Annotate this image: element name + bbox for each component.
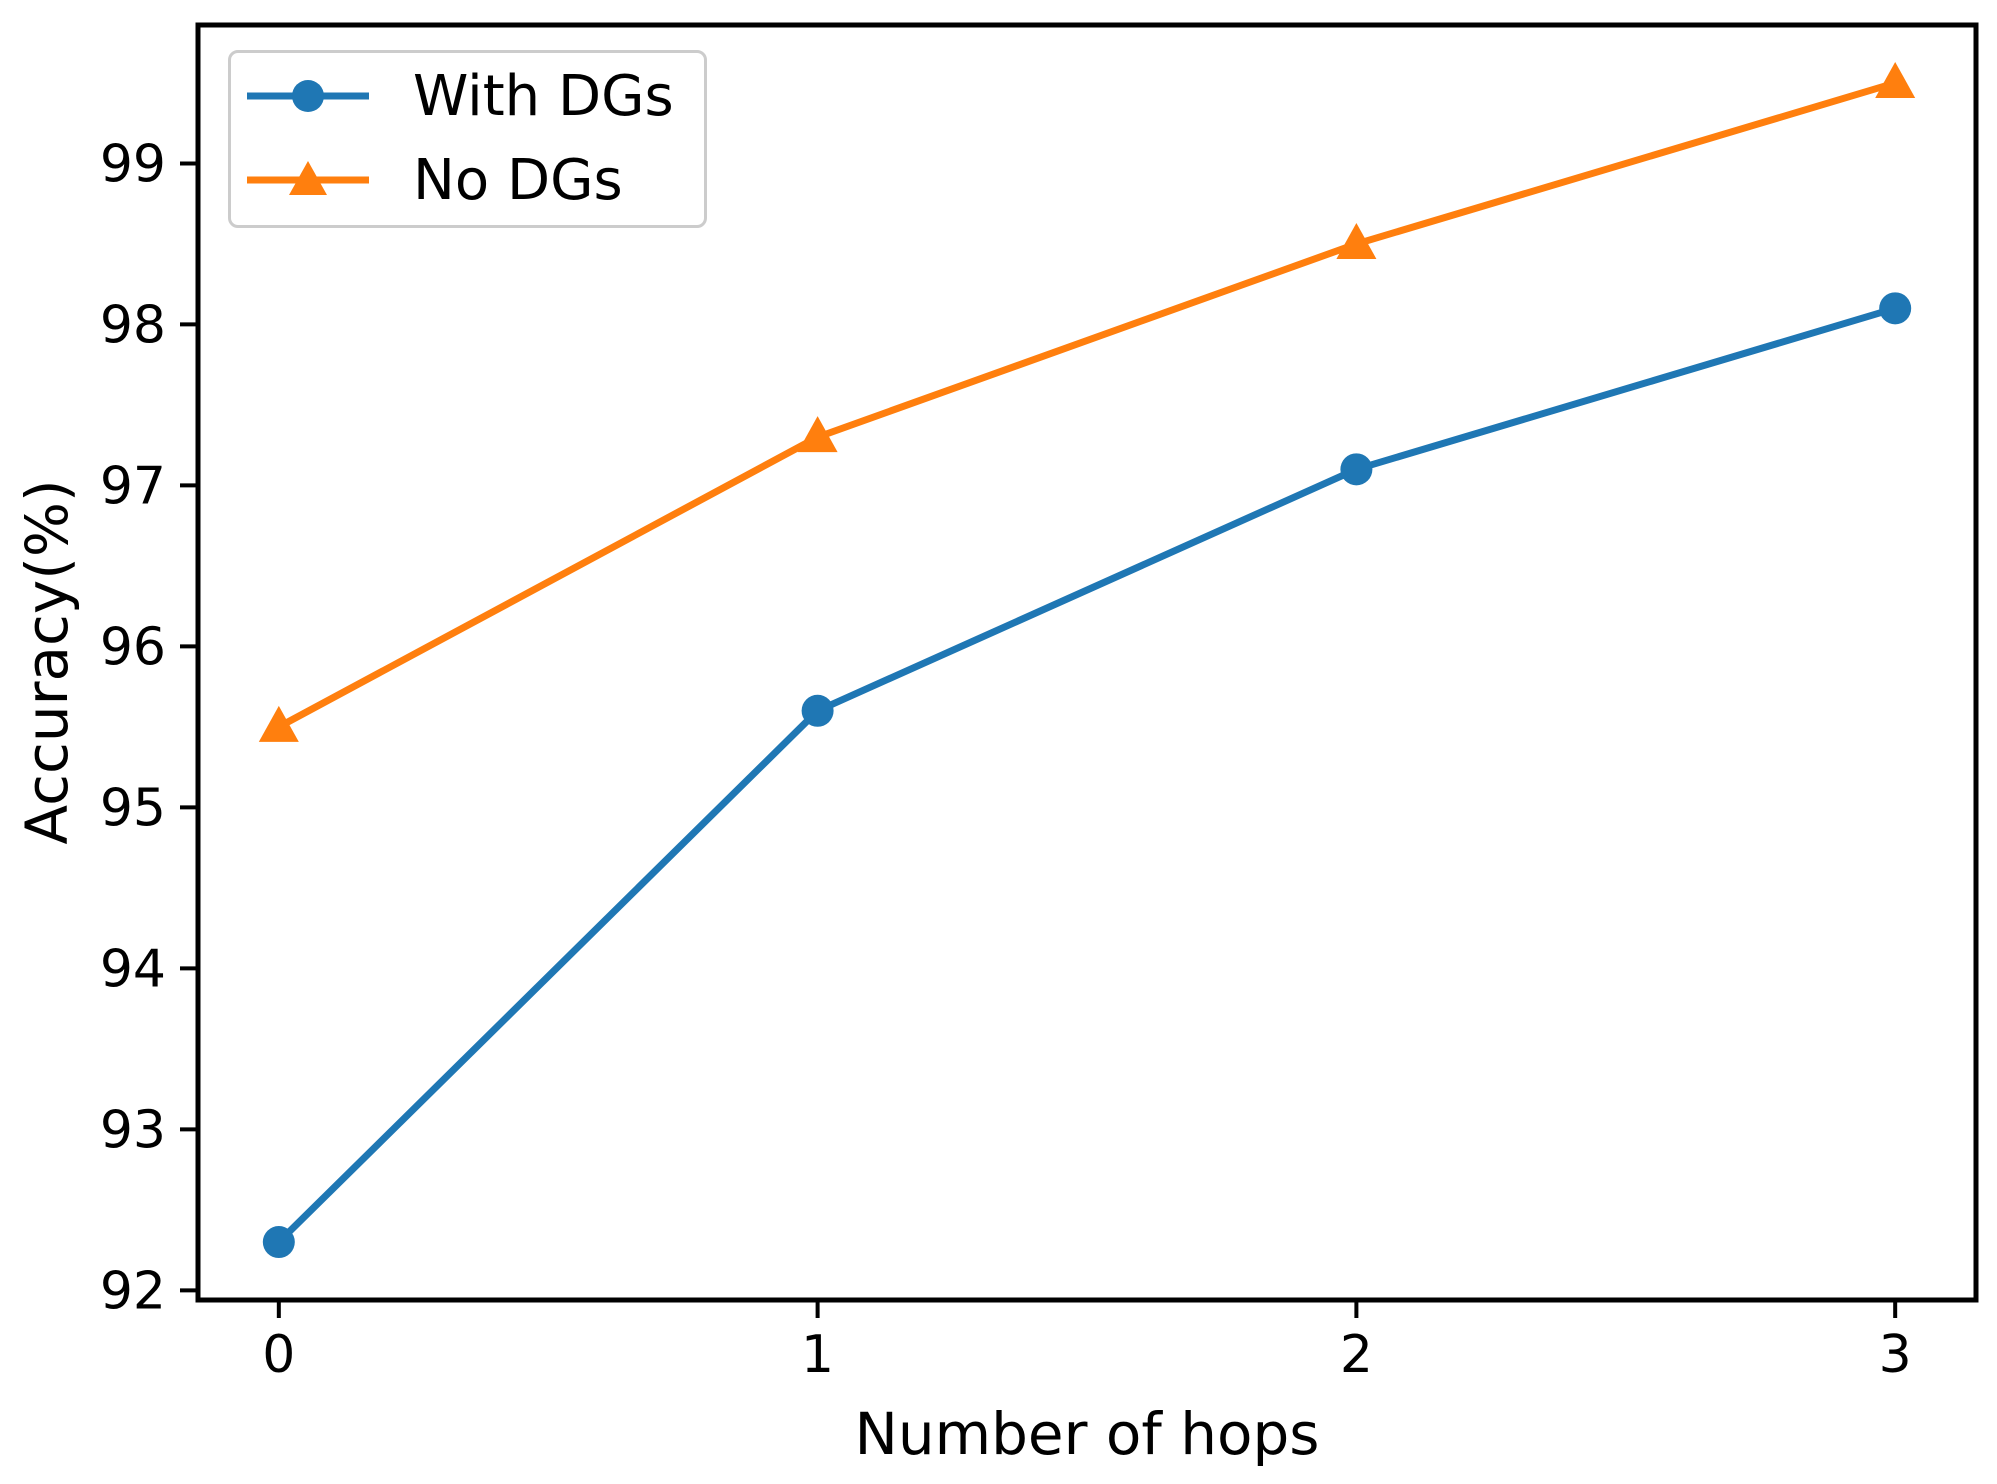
y-tick-label: 95 <box>100 778 166 838</box>
y-axis-label: Accuracy(%) <box>13 479 81 845</box>
data-point-triangle-no-dgs <box>258 705 299 742</box>
x-tick-label: 3 <box>1879 1325 1912 1385</box>
y-tick-label: 98 <box>100 295 166 355</box>
data-point-circle-with-dgs <box>1340 453 1373 486</box>
legend-label-with-dgs: With DGs <box>413 63 674 129</box>
y-tick-label: 93 <box>100 1100 166 1160</box>
y-tick-label: 97 <box>100 456 166 516</box>
legend-item-no-dgs: No DGs <box>243 145 674 215</box>
y-tick-label: 94 <box>100 939 166 999</box>
data-point-triangle-no-dgs <box>797 416 838 453</box>
y-tick-label: 92 <box>100 1261 166 1321</box>
legend-swatch-with-dgs <box>247 80 369 112</box>
legend-label-no-dgs: No DGs <box>413 147 623 213</box>
data-point-circle-with-dgs <box>262 1226 295 1259</box>
data-point-circle-with-dgs <box>801 694 834 727</box>
x-tick-label: 0 <box>262 1325 295 1385</box>
data-point-circle-with-dgs <box>1879 292 1912 325</box>
legend: With DGs No DGs <box>228 50 707 228</box>
legend-swatch-no-dgs <box>247 161 369 195</box>
triangle-marker-icon <box>289 161 327 195</box>
series-line-with-dgs <box>275 304 1899 1246</box>
x-axis-label: Number of hops <box>854 1400 1320 1468</box>
y-tick-label: 96 <box>100 617 166 677</box>
x-tick-label: 2 <box>1340 1325 1373 1385</box>
data-point-triangle-no-dgs <box>1336 222 1377 259</box>
plot-frame <box>195 22 1979 1303</box>
legend-item-with-dgs: With DGs <box>243 61 674 131</box>
series-line-no-dgs <box>275 79 1899 731</box>
x-tick-label: 1 <box>801 1325 834 1385</box>
y-tick-label: 99 <box>100 134 166 194</box>
data-point-triangle-no-dgs <box>1875 61 1916 98</box>
circle-marker-icon <box>292 80 324 112</box>
